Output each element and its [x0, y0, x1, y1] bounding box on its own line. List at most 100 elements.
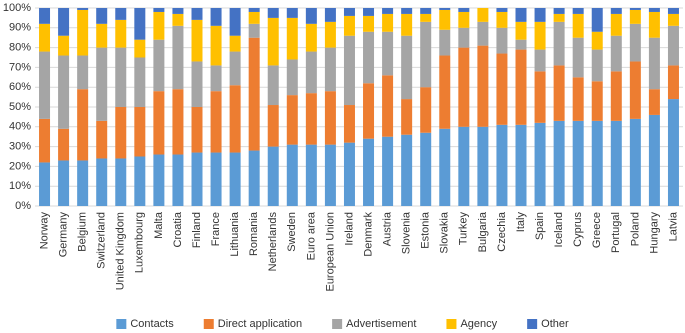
bar-segment: [591, 8, 603, 32]
bar-segment: [572, 77, 584, 121]
x-tick-label: Croatia: [172, 211, 184, 247]
bar-segment: [229, 85, 241, 153]
bar-segment: [591, 120, 603, 206]
bar-segment: [77, 160, 89, 206]
bar-segment: [420, 8, 432, 14]
bar-segment: [496, 27, 508, 54]
bar-segment: [286, 8, 298, 18]
bar-segment: [96, 8, 108, 24]
bar-segment: [115, 19, 127, 48]
bar-segment: [229, 35, 241, 52]
bar-segment: [191, 61, 203, 107]
bar-segment: [324, 144, 336, 206]
legend-swatch: [332, 319, 343, 329]
legend-label: Agency: [460, 318, 497, 330]
bar-segment: [305, 51, 317, 94]
bar-segment: [591, 81, 603, 121]
bar-segment: [305, 144, 317, 206]
bar-segment: [553, 120, 565, 206]
bar-segment: [610, 71, 622, 121]
bar-segment: [515, 49, 527, 125]
x-tick-label: Cyprus: [572, 212, 584, 247]
bar-segment: [515, 39, 527, 50]
bar-segment: [667, 8, 679, 14]
bar-segment: [629, 118, 641, 206]
x-tick-label: Slovenia: [401, 211, 413, 254]
x-tick-label: European Union: [324, 212, 336, 292]
bar-segment: [229, 51, 241, 86]
bar-segment: [610, 120, 622, 206]
bar-segment: [572, 37, 584, 78]
bar-segment: [553, 8, 565, 14]
x-tick-label: Iceland: [553, 212, 565, 247]
bar-segment: [191, 8, 203, 20]
bar-segment: [324, 91, 336, 145]
bar-segment: [610, 13, 622, 36]
bar-segment: [439, 128, 451, 206]
bar-segment: [324, 47, 336, 92]
bar-segment: [363, 8, 375, 16]
bar-segment: [210, 91, 222, 153]
bar-segment: [191, 152, 203, 206]
x-tick-label: Netherlands: [267, 212, 279, 272]
bar-segment: [134, 39, 146, 58]
bar-segment: [515, 124, 527, 206]
bar-segment: [134, 156, 146, 206]
legend-swatch: [116, 319, 127, 329]
x-tick-label: Portugal: [610, 212, 622, 253]
bar-segment: [248, 23, 260, 38]
bar-segment: [248, 11, 260, 24]
x-tick-label: Turkey: [458, 212, 470, 246]
x-tick-label: United Kingdom: [115, 212, 127, 290]
bar-segment: [58, 128, 70, 161]
bar-segment: [667, 13, 679, 26]
bar-segment: [401, 134, 413, 206]
bar-segment: [39, 162, 51, 206]
x-tick-label: Romania: [248, 211, 260, 256]
bar-segment: [515, 21, 527, 40]
bar-segment: [629, 9, 641, 24]
bar-segment: [172, 154, 184, 206]
x-tick-label: Belgium: [77, 212, 89, 252]
x-tick-label: France: [210, 212, 222, 246]
x-tick-label: Italy: [515, 212, 527, 233]
bar-segment: [401, 8, 413, 14]
bar-segment: [324, 21, 336, 48]
bar-segment: [115, 158, 127, 206]
bar-segment: [191, 19, 203, 62]
bar-segment: [343, 8, 355, 16]
bar-segment: [439, 8, 451, 10]
bar-segment: [286, 95, 298, 145]
bar-segment: [39, 8, 51, 24]
bar-segment: [648, 37, 660, 90]
y-tick-label: 0%: [15, 200, 31, 212]
bar-segment: [324, 8, 336, 22]
bar-segment: [458, 8, 470, 12]
bar-segment: [458, 47, 470, 127]
bar-segment: [363, 31, 375, 84]
bar-segment: [534, 122, 546, 206]
y-tick-label: 40%: [9, 121, 31, 133]
bar-segment: [496, 11, 508, 28]
bar-segment: [58, 8, 70, 36]
bar-segment: [667, 65, 679, 100]
bar-segment: [343, 142, 355, 206]
y-tick-label: 100%: [3, 2, 31, 14]
bar-segment: [420, 21, 432, 88]
y-tick-label: 80%: [9, 42, 31, 54]
legend-label: Other: [541, 318, 569, 330]
bar-segment: [629, 8, 641, 10]
bar-segment: [210, 8, 222, 26]
bar-segment: [134, 57, 146, 107]
bar-segment: [534, 49, 546, 72]
bar-segment: [420, 132, 432, 206]
bar-segment: [305, 93, 317, 145]
bar-segment: [458, 11, 470, 28]
bar-segment: [96, 158, 108, 206]
bar-segment: [248, 37, 260, 151]
bar-segment: [39, 118, 51, 163]
bar-segment: [153, 8, 165, 12]
bar-segment: [305, 23, 317, 52]
legend-label: Contacts: [130, 318, 174, 330]
